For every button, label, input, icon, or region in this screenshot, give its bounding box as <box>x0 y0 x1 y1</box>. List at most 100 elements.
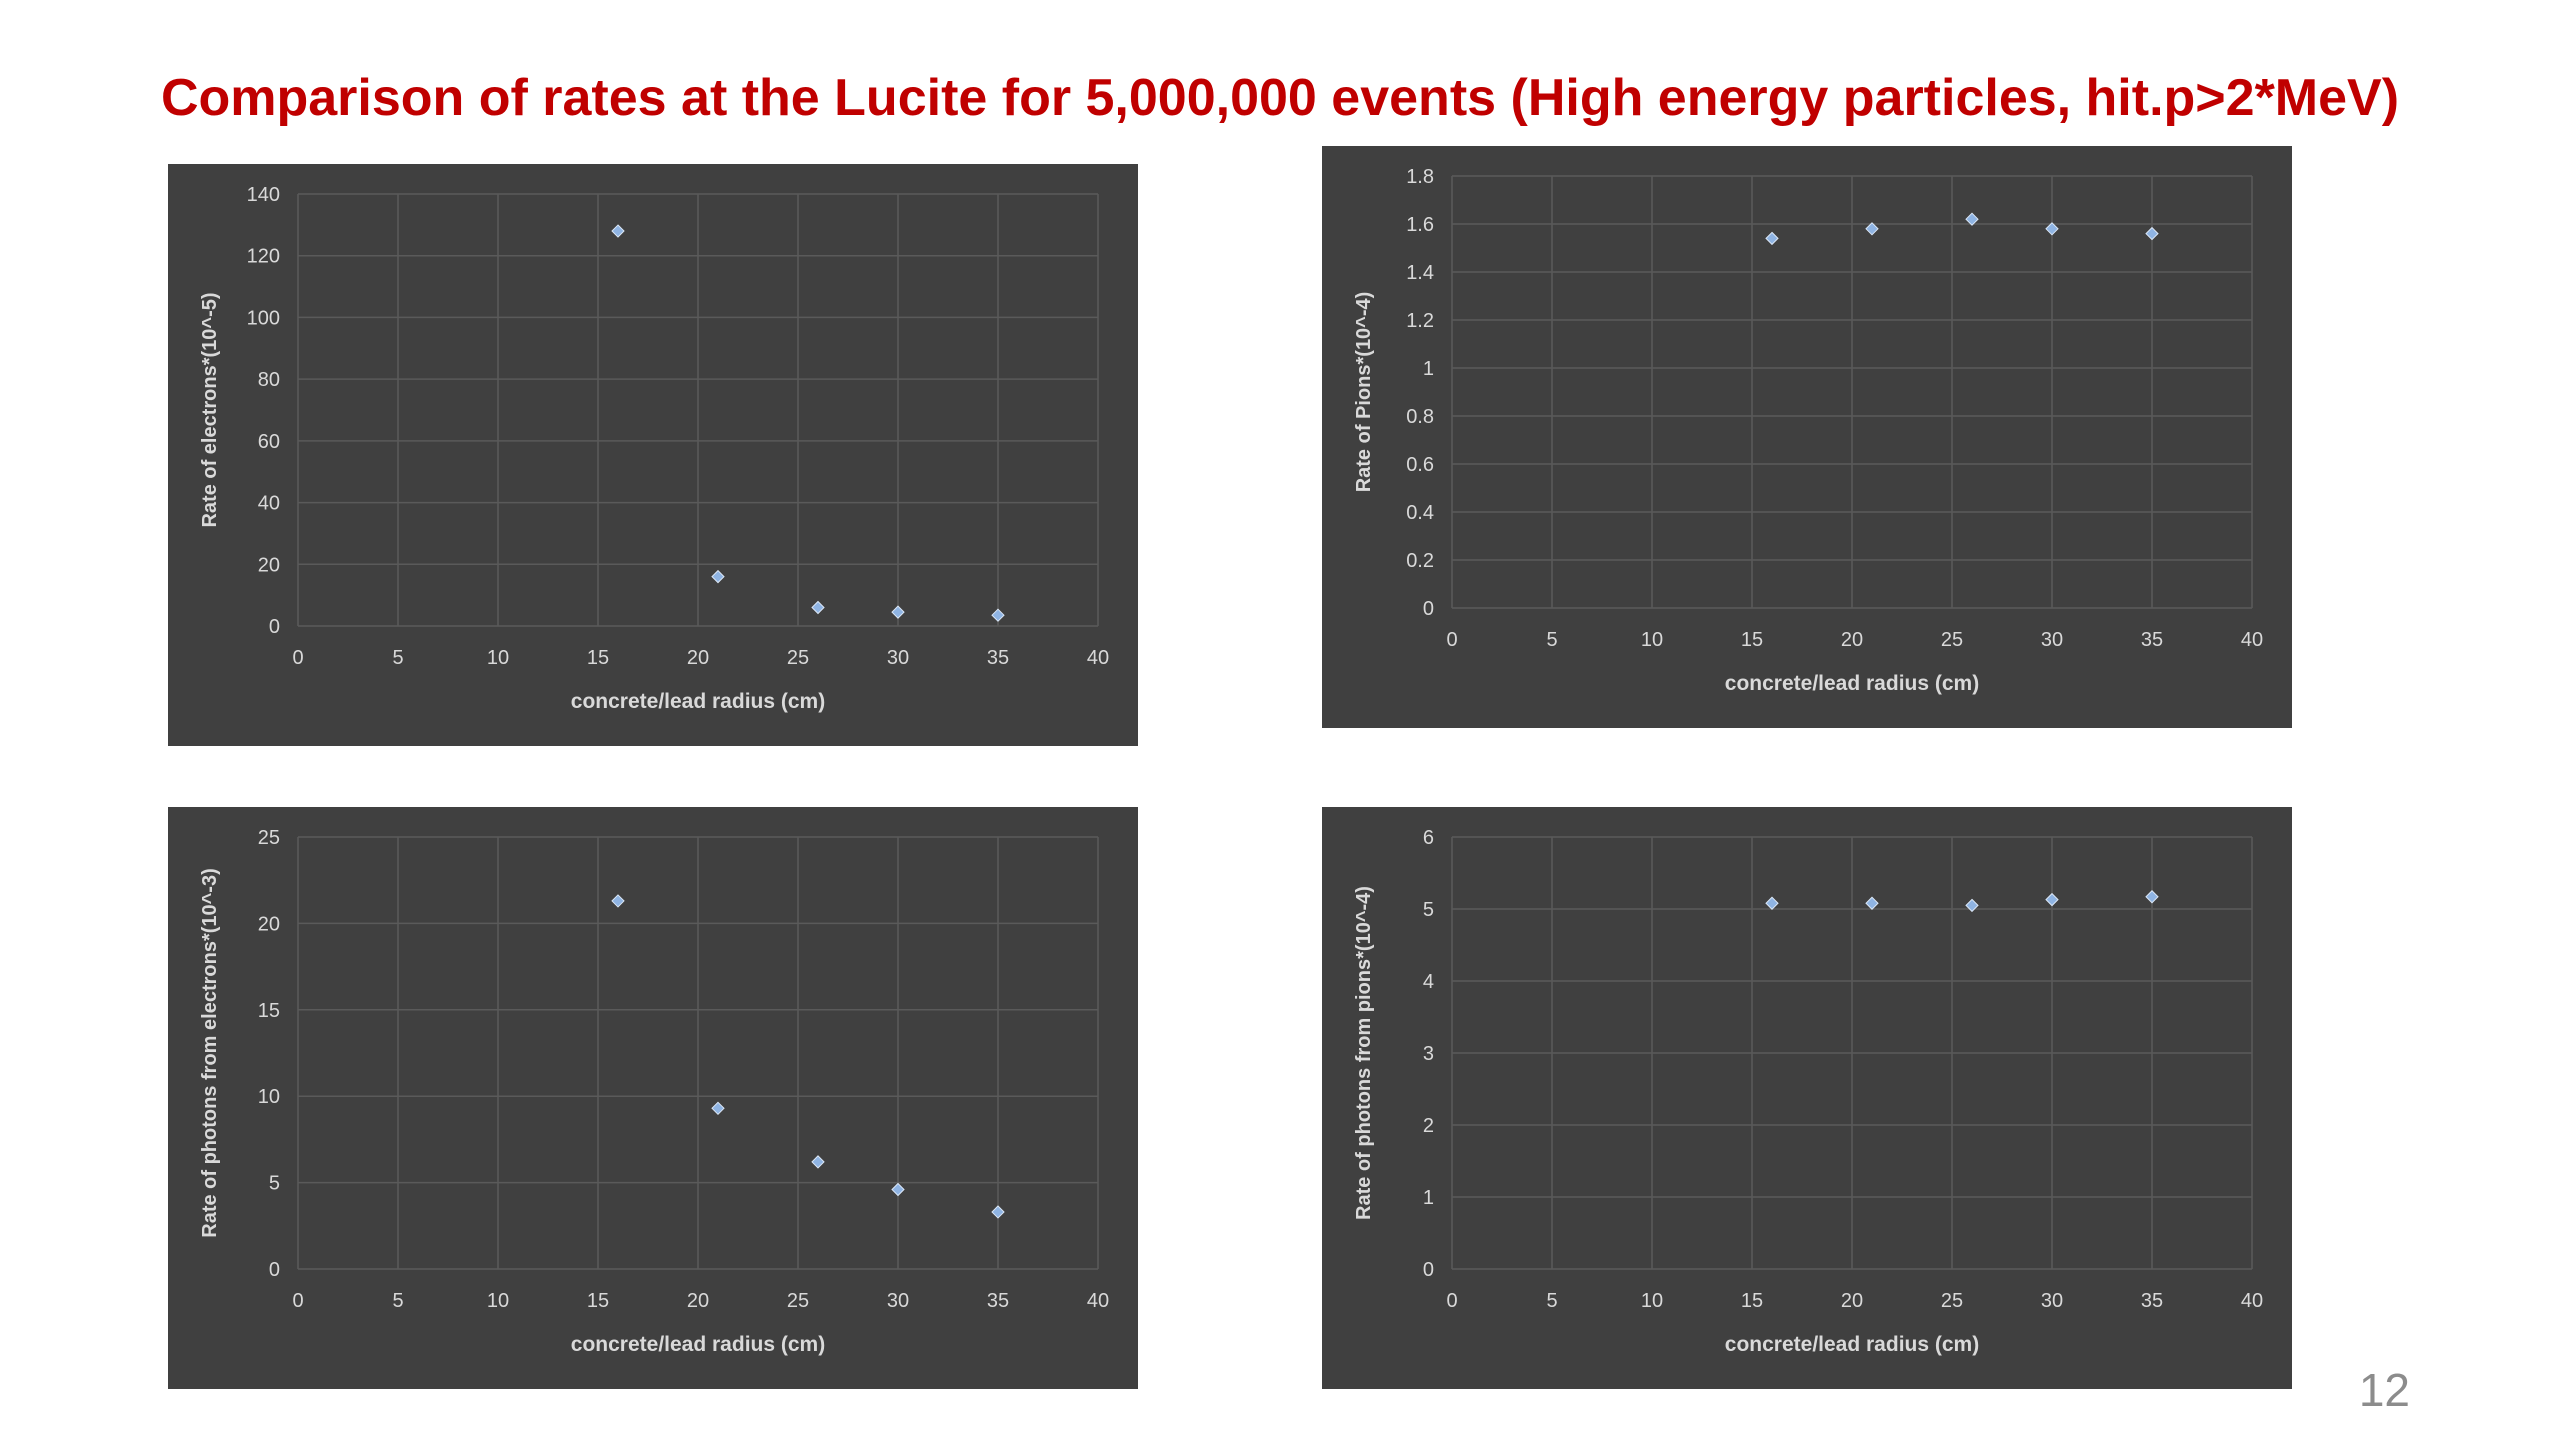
x-tick-label: 0 <box>292 1290 303 1312</box>
y-tick-label: 5 <box>1423 899 1434 921</box>
data-point <box>611 224 625 238</box>
x-tick-label: 40 <box>2241 629 2263 651</box>
data-point <box>1965 898 1979 913</box>
x-tick-label: 35 <box>987 1290 1009 1312</box>
data-point <box>2145 890 2159 904</box>
data-point <box>711 569 725 584</box>
data-point <box>811 1155 825 1169</box>
y-tick-label: 1.4 <box>1406 262 1434 284</box>
data-point <box>1965 212 1979 226</box>
x-axis-label: concrete/lead radius (cm) <box>571 690 825 713</box>
y-tick-label: 0 <box>269 1259 280 1281</box>
x-tick-label: 10 <box>1641 629 1663 651</box>
x-tick-label: 5 <box>392 1290 403 1312</box>
y-tick-label: 140 <box>247 184 280 206</box>
y-tick-label: 0.2 <box>1406 550 1434 572</box>
y-tick-label: 80 <box>258 369 280 391</box>
x-tick-label: 25 <box>787 647 809 669</box>
data-point <box>611 894 625 908</box>
chart-svg: 0 5 10 15 20 25 30 35 40 0 5 10 15 20 25 concrete/lead … <box>199 827 1109 1356</box>
y-tick-label: 60 <box>258 431 280 453</box>
y-tick-label: 0.6 <box>1406 454 1434 476</box>
slide-title: Comparison of rates at the Lucite for 5,… <box>160 69 2400 127</box>
data-point <box>991 608 1005 622</box>
x-tick-label: 40 <box>2241 1290 2263 1312</box>
x-tick-label: 20 <box>687 1290 709 1312</box>
x-tick-label: 25 <box>787 1290 809 1312</box>
x-axis-label: concrete/lead radius (cm) <box>1725 672 1979 695</box>
data-point <box>891 605 905 619</box>
y-tick-label: 1 <box>1423 358 1434 380</box>
data-point <box>2045 222 2059 236</box>
x-tick-label: 5 <box>1546 1290 1557 1312</box>
y-tick-label: 40 <box>258 493 280 515</box>
x-tick-label: 20 <box>687 647 709 669</box>
y-tick-label: 1.2 <box>1406 310 1434 332</box>
y-axis-label: Rate of Pions*(10^-4) <box>1353 292 1375 493</box>
chart-svg: 0 5 10 15 20 25 30 35 40 0 0.2 0.4 0.6 0.8 1 1.2 1.4 1.6 1… <box>1353 166 2263 695</box>
y-tick-label: 10 <box>258 1086 280 1108</box>
x-tick-label: 35 <box>2141 1290 2163 1312</box>
y-tick-label: 20 <box>258 554 280 576</box>
x-tick-label: 20 <box>1841 629 1863 651</box>
x-axis-label: concrete/lead radius (cm) <box>1725 1333 1979 1356</box>
y-tick-label: 1.8 <box>1406 166 1434 188</box>
x-tick-label: 10 <box>487 647 509 669</box>
photons-from-electrons-chart: 0 5 10 15 20 25 30 35 40 0 5 10 15 20 25 concrete/lead … <box>168 807 1138 1389</box>
data-point <box>2145 226 2159 241</box>
chart-svg: 0 5 10 15 20 25 30 35 40 0 20 40 60 80 100 120 140 concre… <box>199 184 1109 713</box>
x-tick-label: 0 <box>1446 1290 1457 1312</box>
data-point <box>991 1205 1005 1219</box>
data-point <box>1865 896 1879 910</box>
y-tick-label: 25 <box>258 827 280 849</box>
x-tick-label: 35 <box>987 647 1009 669</box>
x-tick-label: 5 <box>1546 629 1557 651</box>
data-point <box>711 1101 725 1116</box>
page-number: 12 <box>2358 1364 2410 1416</box>
photons-from-pions-chart: 0 5 10 15 20 25 30 35 40 0 1 2 3 4 5 6 concrete/lead rad… <box>1322 807 2292 1389</box>
y-tick-label: 100 <box>247 307 280 329</box>
y-tick-label: 1 <box>1423 1187 1434 1209</box>
y-tick-label: 20 <box>258 913 280 935</box>
x-tick-label: 30 <box>887 1290 909 1312</box>
electron-rate-chart: 0 5 10 15 20 25 30 35 40 0 20 40 60 80 100 120 140 concre… <box>168 164 1138 746</box>
data-point <box>1765 231 1779 246</box>
data-point <box>811 600 825 615</box>
y-tick-label: 6 <box>1423 827 1434 849</box>
x-axis-label: concrete/lead radius (cm) <box>571 1333 825 1356</box>
data-point <box>891 1182 905 1197</box>
x-tick-label: 35 <box>2141 629 2163 651</box>
y-axis-label: Rate of photons from pions*(10^-4) <box>1353 886 1375 1220</box>
y-tick-label: 0.4 <box>1406 502 1434 524</box>
chart-svg: 0 5 10 15 20 25 30 35 40 0 1 2 3 4 5 6 concrete/lead rad… <box>1353 827 2263 1356</box>
pion-rate-chart: 0 5 10 15 20 25 30 35 40 0 0.2 0.4 0.6 0.8 1 1.2 1.4 1.6 1… <box>1322 146 2292 728</box>
x-tick-label: 0 <box>1446 629 1457 651</box>
x-tick-label: 30 <box>887 647 909 669</box>
y-axis-label: Rate of photons from electrons*(10^-3) <box>199 868 221 1238</box>
x-tick-label: 15 <box>1741 629 1763 651</box>
x-tick-label: 15 <box>1741 1290 1763 1312</box>
y-tick-label: 0.8 <box>1406 406 1434 428</box>
y-tick-label: 3 <box>1423 1043 1434 1065</box>
y-tick-label: 15 <box>258 1000 280 1022</box>
x-tick-label: 40 <box>1087 1290 1109 1312</box>
x-tick-label: 25 <box>1941 1290 1963 1312</box>
x-tick-label: 40 <box>1087 647 1109 669</box>
x-tick-label: 5 <box>392 647 403 669</box>
x-tick-label: 15 <box>587 1290 609 1312</box>
x-tick-label: 10 <box>487 1290 509 1312</box>
x-tick-label: 10 <box>1641 1290 1663 1312</box>
x-tick-label: 25 <box>1941 629 1963 651</box>
y-tick-label: 4 <box>1423 971 1434 993</box>
x-tick-label: 20 <box>1841 1290 1863 1312</box>
data-point <box>1865 222 1879 236</box>
y-tick-label: 0 <box>1423 598 1434 620</box>
y-tick-label: 2 <box>1423 1115 1434 1137</box>
y-tick-label: 0 <box>269 616 280 638</box>
data-point <box>1765 896 1779 910</box>
y-tick-label: 0 <box>1423 1259 1434 1281</box>
y-tick-label: 120 <box>247 246 280 268</box>
x-tick-label: 15 <box>587 647 609 669</box>
x-tick-label: 30 <box>2041 1290 2063 1312</box>
y-tick-label: 5 <box>269 1173 280 1195</box>
